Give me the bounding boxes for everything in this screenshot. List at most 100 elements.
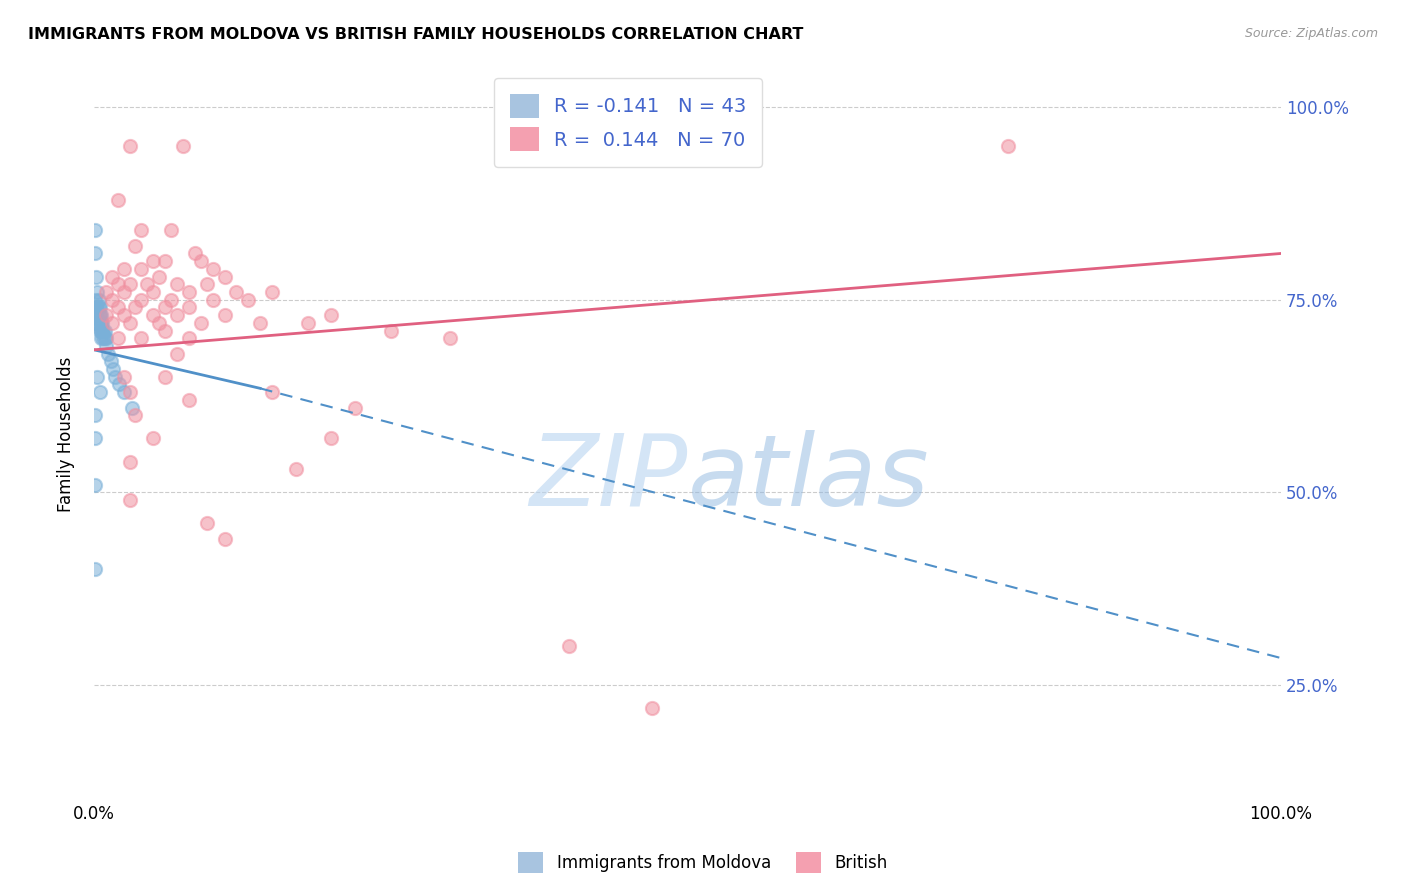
Point: [118, 385, 141, 400]
Point: [93, 324, 115, 338]
Point: [166, 346, 188, 360]
Point: [94, 308, 117, 322]
Point: [160, 293, 183, 307]
Text: Source: ZipAtlas.com: Source: ZipAtlas.com: [1244, 27, 1378, 40]
Point: [177, 331, 200, 345]
Point: [260, 385, 283, 400]
Point: [94, 285, 117, 299]
Point: [238, 293, 260, 307]
Point: [190, 254, 212, 268]
Point: [260, 285, 283, 299]
Point: [131, 293, 153, 307]
Point: [177, 392, 200, 407]
Point: [86, 316, 108, 330]
Point: [107, 277, 129, 292]
Point: [91, 316, 114, 330]
Point: [160, 223, 183, 237]
Point: [112, 285, 135, 299]
Point: [997, 138, 1019, 153]
Point: [93, 324, 115, 338]
Point: [84, 477, 107, 491]
Point: [214, 308, 236, 322]
Point: [142, 432, 165, 446]
Point: [84, 562, 107, 576]
Point: [201, 293, 224, 307]
Point: [118, 493, 141, 508]
Point: [118, 138, 141, 153]
Point: [84, 409, 107, 423]
Point: [93, 331, 115, 345]
Point: [344, 401, 367, 415]
Point: [90, 324, 112, 338]
Point: [153, 324, 176, 338]
Point: [142, 285, 165, 299]
Point: [190, 316, 212, 330]
Point: [87, 308, 110, 322]
Point: [142, 308, 165, 322]
Point: [380, 324, 402, 338]
Point: [148, 316, 170, 330]
Point: [558, 138, 581, 153]
Legend: Immigrants from Moldova, British: Immigrants from Moldova, British: [512, 846, 894, 880]
Point: [177, 285, 200, 299]
Point: [172, 138, 194, 153]
Point: [124, 239, 146, 253]
Point: [558, 640, 581, 654]
Point: [177, 301, 200, 315]
Point: [153, 369, 176, 384]
Point: [131, 331, 153, 345]
Point: [87, 293, 110, 307]
Point: [131, 261, 153, 276]
Point: [153, 254, 176, 268]
Point: [90, 308, 112, 322]
Point: [104, 369, 127, 384]
Point: [118, 316, 141, 330]
Point: [124, 409, 146, 423]
Point: [284, 462, 307, 476]
Point: [97, 346, 120, 360]
Point: [84, 316, 107, 330]
Point: [112, 385, 135, 400]
Point: [112, 261, 135, 276]
Point: [195, 277, 218, 292]
Point: [142, 254, 165, 268]
Point: [100, 269, 122, 284]
Point: [321, 432, 343, 446]
Point: [107, 193, 129, 207]
Point: [107, 331, 129, 345]
Point: [89, 308, 111, 322]
Point: [94, 331, 117, 345]
Point: [184, 246, 207, 260]
Point: [84, 269, 107, 284]
Point: [195, 516, 218, 531]
Point: [124, 301, 146, 315]
Point: [91, 324, 114, 338]
Point: [90, 316, 112, 330]
Point: [86, 285, 108, 299]
Legend: R = -0.141   N = 43, R =  0.144   N = 70: R = -0.141 N = 43, R = 0.144 N = 70: [494, 78, 762, 167]
Point: [118, 454, 141, 468]
Point: [214, 532, 236, 546]
Point: [118, 277, 141, 292]
Point: [100, 354, 122, 368]
Point: [225, 285, 247, 299]
Point: [121, 401, 143, 415]
Point: [84, 432, 107, 446]
Point: [84, 246, 107, 260]
Point: [89, 316, 111, 330]
Point: [112, 369, 135, 384]
Point: [214, 269, 236, 284]
Point: [84, 223, 107, 237]
Text: IMMIGRANTS FROM MOLDOVA VS BRITISH FAMILY HOUSEHOLDS CORRELATION CHART: IMMIGRANTS FROM MOLDOVA VS BRITISH FAMIL…: [28, 27, 803, 42]
Point: [87, 301, 110, 315]
Point: [108, 377, 131, 392]
Point: [90, 331, 112, 345]
Point: [112, 308, 135, 322]
Point: [89, 385, 111, 400]
Point: [201, 261, 224, 276]
Point: [89, 324, 111, 338]
Point: [84, 293, 107, 307]
Point: [86, 369, 108, 384]
Point: [100, 316, 122, 330]
Point: [131, 223, 153, 237]
